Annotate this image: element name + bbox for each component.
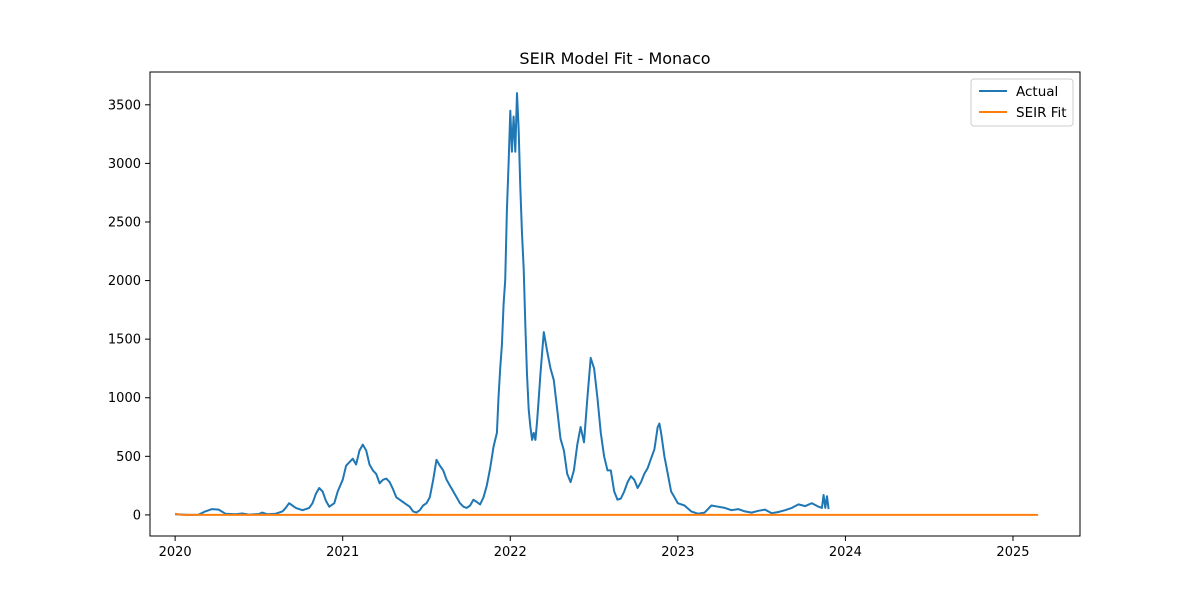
y-tick-label: 2000: [108, 274, 141, 289]
x-tick-label: 2020: [159, 545, 192, 560]
y-tick-label: 1500: [108, 333, 141, 348]
y-tick-label: 3500: [108, 98, 141, 113]
plot-area: [174, 92, 1039, 516]
x-tick-label: 2025: [996, 545, 1029, 560]
y-tick-label: 2500: [108, 215, 141, 230]
x-tick-label: 2022: [494, 545, 527, 560]
legend-label: Actual: [1016, 84, 1058, 100]
chart-title: SEIR Model Fit - Monaco: [519, 49, 710, 68]
y-tick-label: 0: [133, 508, 141, 523]
y-tick-label: 1000: [108, 391, 141, 406]
y-tick-label: 500: [116, 450, 141, 465]
axes-frame: [149, 71, 1081, 537]
x-axis: 2020 2021 2022 2023 2024 2025: [159, 536, 1030, 560]
legend-label: SEIR Fit: [1016, 105, 1067, 121]
series-line-actual: [175, 92, 830, 516]
x-tick-label: 2021: [326, 545, 359, 560]
x-tick-label: 2024: [829, 545, 862, 560]
y-tick-label: 3000: [108, 157, 141, 172]
y-axis: 0 500 1000 1500 2000 2500 3000 3500: [108, 98, 150, 523]
series-line-seir-fit: [174, 512, 1039, 516]
legend: Actual SEIR Fit: [970, 78, 1074, 127]
x-tick-label: 2023: [661, 545, 694, 560]
